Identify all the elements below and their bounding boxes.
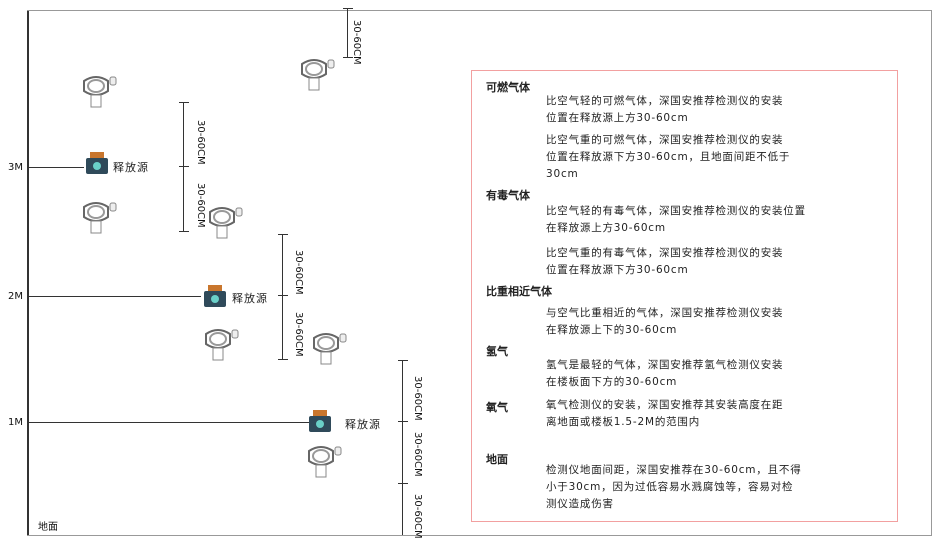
text-line: 比空气轻的有毒气体，深国安推荐检测仪的安装位置 bbox=[546, 205, 806, 217]
text-line: 比空气重的有毒气体，深国安推荐检测仪的安装 bbox=[546, 247, 784, 259]
release-source-label: 释放源 bbox=[113, 161, 149, 174]
dimension-line bbox=[179, 167, 189, 232]
dimension-line bbox=[278, 234, 288, 296]
text-line: 比空气重的可燃气体，深国安推荐检测仪的安装 bbox=[546, 134, 784, 146]
text-line: 测仪造成伤害 bbox=[546, 498, 614, 510]
gas-detector-icon bbox=[205, 329, 239, 361]
dimension-label: 30-60CM bbox=[195, 183, 206, 228]
release-source-icon bbox=[86, 152, 108, 174]
text-line: 位置在释放源上方30-60cm bbox=[546, 112, 689, 124]
gas-detector-icon bbox=[83, 202, 117, 234]
dimension-line bbox=[398, 484, 408, 535]
gas-detector-icon bbox=[83, 76, 117, 108]
ground-line bbox=[27, 535, 932, 536]
level-2m-label: 2M bbox=[8, 291, 23, 302]
dimension-label: 30-60CM bbox=[412, 432, 423, 477]
level-3m-line bbox=[29, 167, 84, 168]
similar-text: 与空气比重相近的气体，深国安推荐检测仪安装 在释放源上下的30-60cm bbox=[546, 305, 783, 339]
dimension-line bbox=[343, 8, 353, 58]
gas-detector-icon bbox=[313, 333, 347, 365]
right-wall-line bbox=[931, 10, 932, 536]
text-line: 在释放源上下的30-60cm bbox=[546, 324, 678, 336]
text-line: 与空气比重相近的气体，深国安推荐检测仪安装 bbox=[546, 307, 784, 319]
dimension-label: 30-60CM bbox=[293, 250, 304, 295]
oxygen-text: 氧气检测仪的安装，深国安推荐其安装高度在距 离地面或楼板1.5-2M的范围内 bbox=[546, 397, 783, 431]
text-line: 在释放源上方30-60cm bbox=[546, 222, 666, 234]
installation-guide-panel: 可燃气体 比空气轻的可燃气体，深国安推荐检测仪的安装 位置在释放源上方30-60… bbox=[471, 70, 898, 522]
text-line: 小于30cm，因为过低容易水溅腐蚀等，容易对检 bbox=[546, 481, 794, 493]
text-line: 30cm bbox=[546, 168, 579, 180]
dimension-label: 30-60CM bbox=[412, 494, 423, 539]
hydrogen-text: 氢气是最轻的气体，深国安推荐氢气检测仪安装 在楼板面下方的30-60cm bbox=[546, 357, 783, 391]
text-line: 离地面或楼板1.5-2M的范围内 bbox=[546, 416, 701, 428]
dimension-label: 30-60CM bbox=[351, 20, 362, 65]
toxic-title: 有毒气体 bbox=[486, 189, 530, 202]
ground-text: 检测仪地面间距，深国安推荐在30-60cm，且不得 小于30cm，因为过低容易水… bbox=[546, 462, 802, 513]
text-line: 检测仪地面间距，深国安推荐在30-60cm，且不得 bbox=[546, 464, 802, 476]
ceiling-line bbox=[27, 10, 932, 11]
level-1m-line bbox=[29, 422, 309, 423]
dimension-line bbox=[398, 422, 408, 484]
oxygen-title: 氧气 bbox=[486, 401, 508, 414]
toxic-heavy-text: 比空气重的有毒气体，深国安推荐检测仪的安装 位置在释放源下方30-60cm bbox=[546, 245, 783, 279]
text-line: 在楼板面下方的30-60cm bbox=[546, 376, 678, 388]
text-line: 氢气是最轻的气体，深国安推荐氢气检测仪安装 bbox=[546, 359, 784, 371]
gas-detector-icon bbox=[308, 446, 342, 478]
gas-detector-icon bbox=[301, 59, 335, 91]
level-2m-line bbox=[29, 296, 201, 297]
level-1m-label: 1M bbox=[8, 417, 23, 428]
dimension-label: 30-60CM bbox=[293, 312, 304, 357]
text-line: 氧气检测仪的安装，深国安推荐其安装高度在距 bbox=[546, 399, 784, 411]
wall-line bbox=[27, 10, 29, 536]
dimension-label: 30-60CM bbox=[195, 120, 206, 165]
release-source-label: 释放源 bbox=[232, 292, 268, 305]
text-line: 比空气轻的可燃气体，深国安推荐检测仪的安装 bbox=[546, 95, 784, 107]
release-source-label: 释放源 bbox=[345, 418, 381, 431]
dimension-line bbox=[179, 102, 189, 167]
text-line: 位置在释放源下方30-60cm，且地面间距不低于 bbox=[546, 151, 791, 163]
similar-title: 比重相近气体 bbox=[486, 285, 552, 298]
dimension-line bbox=[278, 296, 288, 360]
hydrogen-title: 氢气 bbox=[486, 345, 508, 358]
toxic-light-text: 比空气轻的有毒气体，深国安推荐检测仪的安装位置 在释放源上方30-60cm bbox=[546, 203, 806, 237]
release-source-icon bbox=[309, 410, 331, 432]
ground-title: 地面 bbox=[486, 453, 508, 466]
dimension-label: 30-60CM bbox=[412, 376, 423, 421]
combustible-title: 可燃气体 bbox=[486, 81, 530, 94]
text-line: 位置在释放源下方30-60cm bbox=[546, 264, 689, 276]
combustible-light-text: 比空气轻的可燃气体，深国安推荐检测仪的安装 位置在释放源上方30-60cm bbox=[546, 93, 783, 127]
ground-label: 地面 bbox=[38, 522, 58, 533]
release-source-icon bbox=[204, 285, 226, 307]
level-3m-label: 3M bbox=[8, 162, 23, 173]
combustible-heavy-text: 比空气重的可燃气体，深国安推荐检测仪的安装 位置在释放源下方30-60cm，且地… bbox=[546, 132, 790, 183]
dimension-line bbox=[398, 360, 408, 422]
gas-detector-icon bbox=[209, 207, 243, 239]
